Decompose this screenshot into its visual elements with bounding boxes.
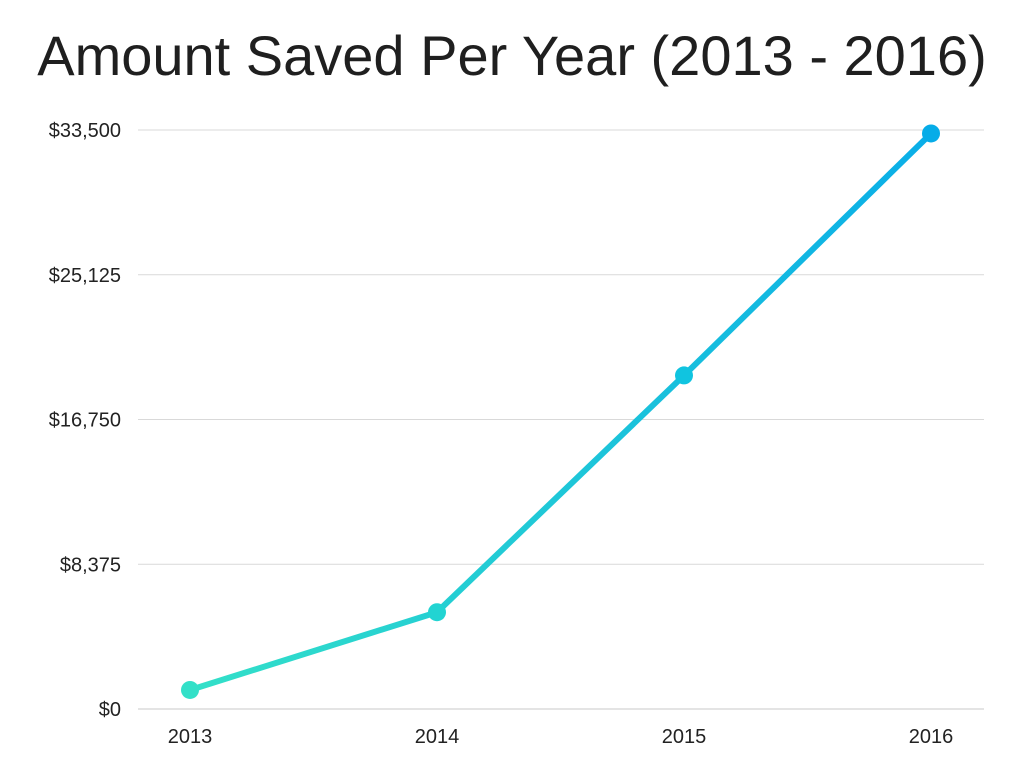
data-point-2015 — [675, 366, 693, 385]
y-tick-label: $16,750 — [49, 410, 121, 432]
y-tick-label: $0 — [99, 699, 121, 721]
grid-lines — [138, 129, 984, 710]
data-point-2014 — [428, 603, 446, 622]
x-tick-label: 2013 — [168, 726, 213, 748]
y-tick-label: $33,500 — [49, 120, 121, 142]
chart-title: Amount Saved Per Year (2013 - 2016) — [37, 24, 987, 87]
x-axis-tick-labels: 2013 2014 2015 2016 — [168, 726, 954, 748]
y-tick-label: $25,125 — [49, 265, 121, 287]
data-point-2013 — [181, 680, 199, 699]
y-axis-tick-labels: $0 $8,375 $16,750 $25,125 $33,500 — [49, 120, 121, 721]
x-tick-label: 2015 — [662, 726, 707, 748]
x-tick-label: 2014 — [415, 726, 460, 748]
series-line-layer — [187, 130, 934, 693]
y-tick-label: $8,375 — [60, 554, 121, 576]
x-tick-label: 2016 — [909, 726, 954, 748]
data-point-2016 — [922, 124, 940, 143]
series-line — [187, 130, 934, 693]
data-points — [181, 124, 940, 699]
